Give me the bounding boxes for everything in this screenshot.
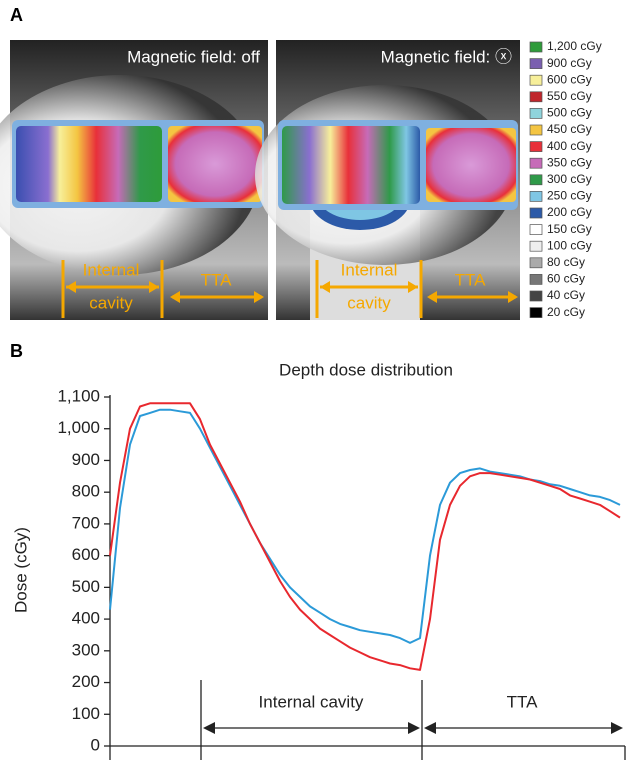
legend-label: 400 cGy <box>547 139 592 153</box>
y-tick-label: 1,000 <box>57 418 100 437</box>
y-tick-label: 700 <box>72 513 100 532</box>
legend-swatch <box>529 74 543 86</box>
legend-swatch <box>529 91 543 103</box>
legend-swatch <box>529 290 543 302</box>
y-tick-label: 100 <box>72 704 100 723</box>
legend-label: 250 cGy <box>547 189 592 203</box>
y-tick-label: 500 <box>72 577 100 596</box>
legend-swatch <box>529 174 543 186</box>
y-tick-label: 300 <box>72 640 100 659</box>
plot-area: 0 100 200 300 400 500 600 700 800 900 1,000 1,100 <box>57 386 621 754</box>
cavity-label: Internal <box>341 260 398 279</box>
legend-label: 500 cGy <box>547 106 592 120</box>
cavity-label: cavity <box>347 293 391 312</box>
legend-swatch <box>529 307 543 318</box>
legend-swatch <box>529 58 543 69</box>
legend-label: 200 cGy <box>547 205 592 219</box>
legend-swatch <box>529 191 543 202</box>
legend-swatch <box>529 108 543 119</box>
legend-label: 600 cGy <box>547 72 592 86</box>
arrow-heads <box>203 722 623 734</box>
legend-swatch <box>529 207 543 219</box>
axes <box>109 395 626 760</box>
legend-swatch <box>529 124 543 136</box>
cavity-label: Internal <box>83 260 140 279</box>
y-tick-label: 900 <box>72 450 100 469</box>
legend-label: 900 cGy <box>547 56 592 70</box>
legend-label: 550 cGy <box>547 89 592 103</box>
y-tick-label: 1,100 <box>57 386 100 405</box>
dose-image-right <box>255 40 520 320</box>
panel-label: A <box>10 5 23 25</box>
legend-label: 300 cGy <box>547 172 592 186</box>
legend-swatch <box>529 141 543 152</box>
tta-label: TTA <box>455 270 487 289</box>
legend-label: 150 cGy <box>547 222 592 236</box>
legend: 1,200 cGy 900 cGy 600 cGy 550 cGy 500 cGy 450… <box>529 39 602 319</box>
dose-image-left <box>0 40 268 320</box>
chart-title: Depth dose distribution <box>279 360 453 379</box>
legend-label: 1,200 cGy <box>547 39 602 53</box>
legend-swatch <box>529 224 543 235</box>
legend-label: 60 cGy <box>547 272 585 286</box>
image-title: Magnetic field: off <box>127 47 260 66</box>
legend-label: 40 cGy <box>547 288 585 302</box>
cavity-label: cavity <box>89 293 133 312</box>
legend-swatch <box>529 41 543 53</box>
y-axis-label: Dose (cGy) <box>11 527 30 613</box>
annotation: TTA <box>507 692 539 711</box>
legend-label: 350 cGy <box>547 155 592 169</box>
image-title: Magnetic field: ⓧ <box>381 47 512 66</box>
y-tick-label: 600 <box>72 545 100 564</box>
legend-label: 80 cGy <box>547 255 585 269</box>
series-line <box>109 408 621 644</box>
legend-swatch <box>529 240 543 252</box>
legend-label: 100 cGy <box>547 238 592 252</box>
series-line <box>109 402 621 671</box>
tta-label: TTA <box>201 270 233 289</box>
y-tick-label: 800 <box>72 482 100 501</box>
legend-swatch <box>529 274 543 285</box>
y-tick-label: 200 <box>72 672 100 691</box>
panel-label: B <box>10 341 23 361</box>
y-tick-label: 0 <box>91 735 100 754</box>
legend-label: 20 cGy <box>547 305 585 319</box>
y-tick-label: 400 <box>72 609 100 628</box>
legend-swatch <box>529 257 543 269</box>
legend-label: 450 cGy <box>547 122 592 136</box>
legend-swatch <box>529 157 543 169</box>
annotation: Internal cavity <box>259 692 364 711</box>
